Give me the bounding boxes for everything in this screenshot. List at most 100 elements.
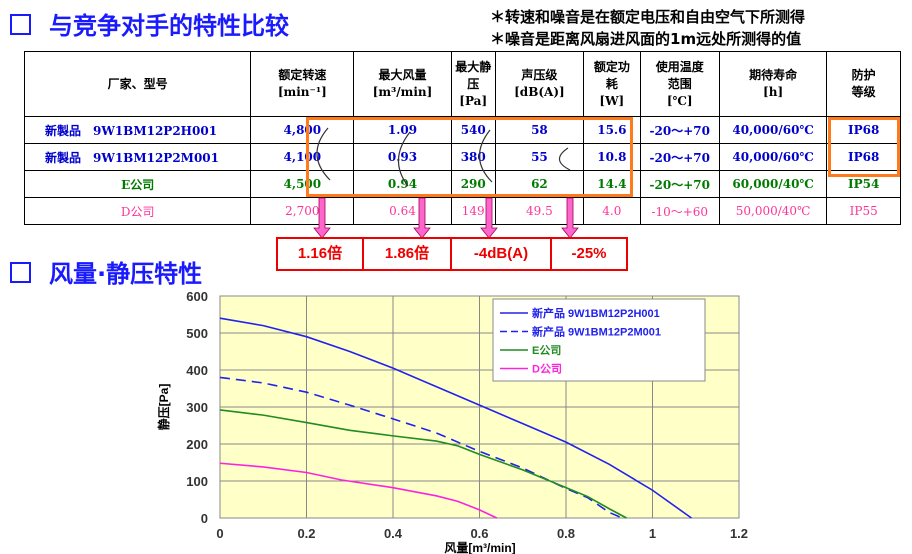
header-line: [m³/min]	[372, 85, 433, 99]
table-cell: 290	[450, 170, 496, 198]
x-tick-label: 0.2	[297, 526, 315, 541]
header-line: [min⁻¹]	[277, 85, 327, 99]
header-line: 耗	[605, 76, 618, 91]
header-line: 期待寿命	[749, 68, 798, 82]
highlight-box-ip	[828, 117, 900, 177]
header-line: [h]	[763, 85, 784, 99]
y-tick-label: 500	[186, 326, 208, 341]
page-title: 与竞争对手的特性比较	[10, 6, 289, 41]
y-tick-label: 300	[186, 400, 208, 415]
table-row: 新製品 9W1BM12P2M001 4,100 0.93 380 55 10.8 -20～+…	[23, 143, 901, 171]
table-cell: 4,800	[250, 116, 355, 144]
x-axis-label: 风量[m³/min]	[444, 541, 515, 554]
legend-label: 新产品 9W1BM12P2H001	[532, 306, 660, 320]
table-cell: 4.0	[583, 197, 641, 225]
header-line: 额定功	[593, 59, 630, 74]
header-line: 防护	[851, 68, 876, 82]
series-line	[219, 462, 498, 519]
arrows-overlay	[313, 127, 579, 239]
square-bullet-icon	[10, 262, 31, 283]
header-line: 厂家、型号	[107, 76, 168, 91]
table-cell: 60,000/40℃	[718, 170, 828, 198]
y-tick-label: 400	[186, 363, 208, 378]
header-line: [Pa]	[459, 93, 488, 108]
x-tick-label: 1.2	[730, 526, 748, 541]
y-tick-label: 200	[186, 437, 208, 452]
table-cell: 2,700	[250, 197, 355, 225]
x-tick-label: 0.6	[470, 526, 488, 541]
table-cell: 0.64	[353, 197, 452, 225]
column-header: 额定转速 [min⁻¹]	[250, 51, 355, 117]
comparison-result-row: 1.16倍 1.86倍 -4dB(A) -25%	[276, 237, 628, 271]
table-cell: E公司	[23, 170, 252, 198]
header-line: [W]	[599, 93, 625, 108]
y-tick-label: 100	[186, 474, 208, 489]
y-tick-label: 600	[186, 289, 208, 304]
series-line	[219, 376, 623, 519]
square-bullet-icon	[10, 14, 31, 35]
section-title: 风量·静压特性	[10, 254, 202, 289]
table-cell: -20～+70	[639, 116, 720, 144]
column-header: 最大静压 [Pa]	[450, 51, 496, 117]
result-power: -25%	[571, 245, 607, 262]
highlight-box	[306, 117, 633, 197]
x-tick-label: 0	[216, 526, 223, 541]
result-noise: -4dB(A)	[452, 239, 552, 269]
legend-label: D公司	[532, 363, 562, 376]
column-header: 使用温度范围 [℃]	[639, 51, 720, 117]
table-cell: 新製品 9W1BM12P2H001	[23, 116, 252, 144]
header-line: 使用温度	[655, 59, 704, 74]
curved-arrow-icon	[478, 129, 493, 183]
y-axis-label: 静压[Pa]	[156, 384, 171, 431]
table-cell: -10～+60	[639, 197, 720, 225]
x-tick-label: 0.8	[557, 526, 575, 541]
header-line: 声压级	[521, 68, 558, 82]
legend-label: 新产品 9W1BM12P2M001	[532, 325, 661, 339]
table-row: E公司 4,500 0.94 290 62 14.4 -20～+70 60,000/40℃ IP…	[23, 170, 901, 198]
pq-chart: 0 0.2 0.4 0.6 0.8 1 1.2 0 100 200 300 400 500 600 风量[m…	[156, 289, 748, 554]
table-row: 新製品 9W1BM12P2H001 4,800 1.09 540 58 15.6 -20～+…	[23, 116, 901, 144]
note-2: ＊噪音是距离风扇进风面的1m远处所测得的值	[490, 30, 802, 48]
curved-arrow-icon	[558, 147, 571, 171]
down-arrow-icon	[561, 197, 579, 239]
column-header: 声压级 [dB(A)]	[494, 51, 585, 117]
header-line: 压	[467, 76, 480, 91]
down-arrow-icon	[413, 197, 431, 239]
table-cell: 40,000/60℃	[718, 116, 828, 144]
table-cell: 0.94	[353, 170, 452, 198]
series-line	[219, 317, 692, 519]
header-line: 范围	[667, 76, 692, 91]
header-line: [dB(A)]	[514, 85, 565, 99]
note-1: ＊转速和噪音是在额定电压和自由空气下所测得	[490, 8, 806, 26]
curved-arrow-icon	[316, 127, 331, 181]
y-tick-label: 0	[201, 511, 208, 526]
x-tick-label: 0.4	[384, 526, 403, 541]
legend-label: E公司	[532, 344, 561, 357]
column-header: 厂家、型号	[23, 51, 252, 117]
x-tick-label: 1	[649, 526, 656, 541]
table-cell: 4,500	[250, 170, 355, 198]
table-cell: IP68	[826, 116, 901, 144]
table-cell: 62	[494, 170, 585, 198]
column-header: 最大风量 [m³/min]	[353, 51, 452, 117]
header-line: 等级	[851, 85, 876, 99]
table-cell: IP68	[826, 143, 901, 171]
down-arrow-icon	[313, 197, 331, 239]
column-header: 防护 等级	[826, 51, 901, 117]
table-cell: IP55	[826, 197, 901, 225]
curved-arrow-icon	[397, 131, 411, 187]
legend	[492, 298, 706, 382]
result-airflow: 1.16倍	[278, 239, 364, 269]
table-cell: D公司	[23, 197, 252, 225]
header-line: [℃]	[666, 93, 693, 108]
down-arrow-icon	[480, 197, 498, 239]
comparison-table: 厂家、型号 额定转速 [min⁻¹] 最大风量 [m³/min] 最大静压 [Pa] 声压级 […	[23, 51, 901, 225]
result-pressure: 1.86倍	[364, 239, 452, 269]
table-cell: 50,000/40℃	[718, 197, 828, 225]
table-cell: 55	[494, 143, 585, 171]
table-cell: 40,000/60℃	[718, 143, 828, 171]
table-cell: -20～+70	[639, 170, 720, 198]
series-line	[219, 409, 627, 519]
header-line: 额定转速	[278, 68, 327, 82]
header-line: 最大静	[455, 59, 492, 74]
